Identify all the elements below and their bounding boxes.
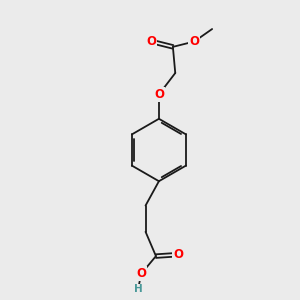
Text: O: O [146,35,157,48]
Text: O: O [189,35,199,48]
Text: O: O [136,267,146,280]
Text: H: H [134,284,142,294]
Text: O: O [173,248,183,261]
Text: O: O [154,88,164,101]
